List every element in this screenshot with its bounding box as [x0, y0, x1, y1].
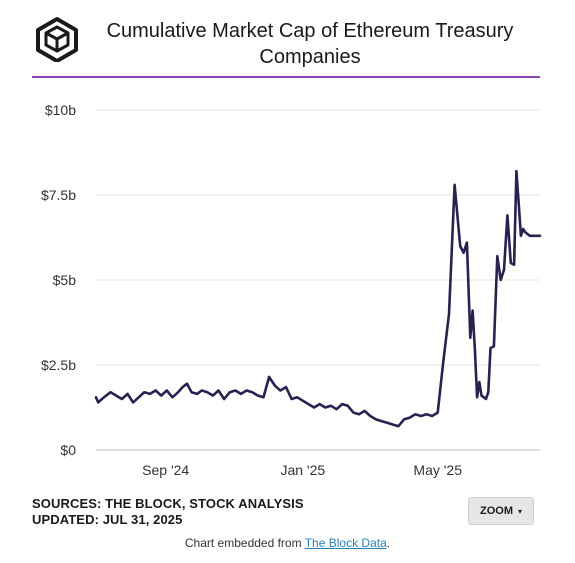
the-block-data-link[interactable]: The Block Data [304, 536, 387, 550]
y-tick-label: $5b [53, 272, 77, 288]
sources-block: SOURCES: THE BLOCK, STOCK ANALYSIS UPDAT… [32, 496, 304, 528]
y-tick-label: $7.5b [41, 187, 76, 203]
chart-header: Cumulative Market Cap of Ethereum Treasu… [32, 10, 542, 78]
chart-title: Cumulative Market Cap of Ethereum Treasu… [106, 20, 514, 68]
updated-text: UPDATED: JUL 31, 2025 [32, 512, 183, 527]
y-tick-label: $0 [60, 442, 76, 458]
x-tick-label: Jan '25 [280, 462, 325, 478]
embed-suffix: . [386, 536, 391, 550]
chevron-down-icon: ▾ [517, 506, 522, 516]
sources-text: SOURCES: THE BLOCK, STOCK ANALYSIS [32, 496, 304, 511]
line-chart: $0 $2.5b $5b $7.5b $10b Sep '24 Jan '25 May '25 [41, 102, 542, 478]
the-block-cube-icon [36, 17, 78, 62]
embed-prefix: Chart embedded from [184, 536, 305, 550]
title-divider [32, 76, 540, 78]
x-tick-label: Sep '24 [142, 462, 189, 478]
zoom-label: ZOOM [479, 505, 513, 517]
x-tick-label: May '25 [413, 462, 462, 478]
embed-credit: Chart embedded from The Block Data. [0, 536, 575, 550]
y-tick-label: $10b [45, 102, 76, 118]
y-tick-label: $2.5b [41, 357, 76, 373]
series-line [94, 169, 542, 428]
zoom-button[interactable]: ZOOM ▾ [468, 497, 534, 525]
